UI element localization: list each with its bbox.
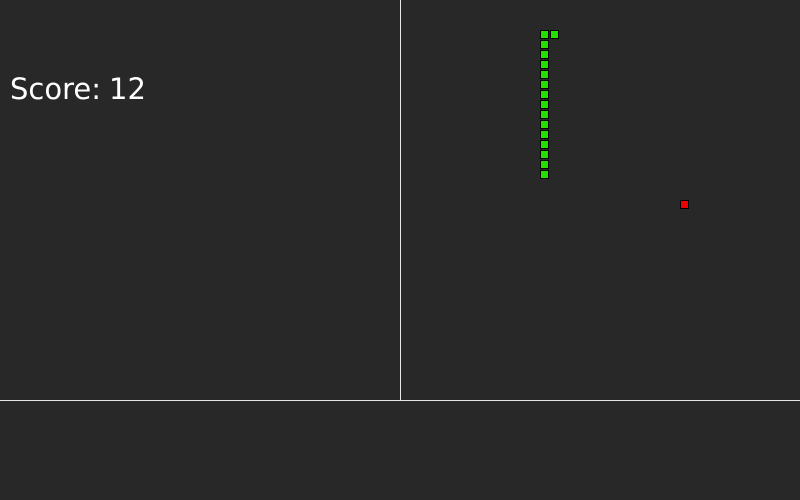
snake-segment — [540, 40, 549, 49]
game-board — [400, 0, 800, 400]
score-label: Score: — [10, 72, 101, 106]
score-value: 12 — [109, 72, 146, 106]
snake-segment — [540, 150, 549, 159]
snake-head — [550, 30, 559, 39]
horizontal-divider — [0, 400, 800, 401]
snake-segment — [540, 100, 549, 109]
vertical-divider — [400, 0, 401, 400]
snake-segment — [540, 160, 549, 169]
snake-segment — [540, 30, 549, 39]
snake-segment — [540, 60, 549, 69]
snake-segment — [540, 70, 549, 79]
snake-segment — [540, 110, 549, 119]
snake-segment — [540, 80, 549, 89]
food-pellet — [680, 200, 689, 209]
snake-segment — [540, 130, 549, 139]
snake-segment — [540, 90, 549, 99]
snake-segment — [540, 50, 549, 59]
snake-segment — [540, 170, 549, 179]
score-display: Score: 12 — [10, 70, 146, 108]
snake-segment — [540, 140, 549, 149]
snake-segment — [540, 120, 549, 129]
